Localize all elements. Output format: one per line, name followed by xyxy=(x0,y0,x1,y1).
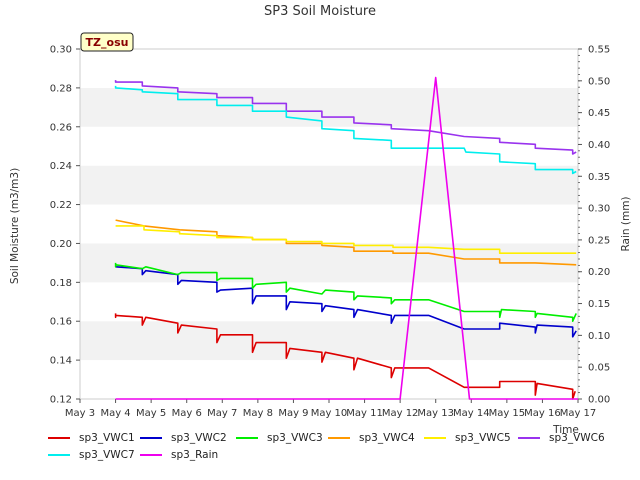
x-tick-label: May 17 xyxy=(560,408,597,419)
y2-tick-label: 0.10 xyxy=(588,331,610,342)
legend-item-sp3-vwc7: sp3_VWC7 xyxy=(48,449,135,461)
legend-item-sp3-vwc6: sp3_VWC6 xyxy=(518,432,605,444)
y-tick-label: 0.12 xyxy=(50,395,72,406)
station-badge-label: TZ_osu xyxy=(86,36,129,49)
x-tick-label: May 8 xyxy=(243,408,273,419)
legend-label: sp3_VWC5 xyxy=(455,432,511,444)
y-axis-label: Soil Moisture (m3/m3) xyxy=(9,168,21,284)
x-tick-label: May 9 xyxy=(278,408,308,419)
y-tick-label: 0.26 xyxy=(50,122,72,133)
legend-swatch xyxy=(140,437,162,439)
series-line-sp3-vwc5 xyxy=(115,225,577,254)
y2-tick-label: 0.35 xyxy=(588,172,610,183)
y-tick-label: 0.16 xyxy=(50,317,72,328)
y-tick-label: 0.20 xyxy=(50,239,72,250)
legend-label: sp3_VWC4 xyxy=(359,432,415,444)
legend-swatch xyxy=(236,437,258,439)
y2-axis-label: Rain (mm) xyxy=(620,196,632,251)
y2-axis-ticks: 0.00 0.05 0.10 0.15 0.20 0.25 0.30 0.35 0.40 0.45… xyxy=(578,45,610,406)
series-line-sp3-vwc3 xyxy=(114,262,577,323)
x-axis-ticks: May 3 May 4 May 5 May 6 May 7 May 8 May 9 May 1… xyxy=(65,399,596,419)
legend-item-sp3-vwc1: sp3_VWC1 xyxy=(48,432,135,444)
x-tick-label: May 3 xyxy=(65,408,95,419)
y2-tick-label: 0.50 xyxy=(588,76,610,87)
series-line-sp3-vwc2 xyxy=(115,266,577,338)
y2-tick-label: 0.15 xyxy=(588,299,610,310)
legend-swatch xyxy=(48,437,70,439)
legend-swatch xyxy=(48,454,70,456)
grid-bands xyxy=(80,49,578,399)
series-line-sp3-rain xyxy=(115,76,578,400)
grid-band xyxy=(80,126,578,166)
legend-swatch xyxy=(328,437,350,439)
y2-tick-label: 0.45 xyxy=(588,108,610,119)
legend-label: sp3_VWC3 xyxy=(267,432,323,444)
grid-band xyxy=(80,165,578,205)
series-lines xyxy=(114,76,578,400)
legend-item-sp3-vwc4: sp3_VWC4 xyxy=(328,432,415,444)
series-line-sp3-vwc1 xyxy=(114,313,576,400)
y2-tick-label: 0.55 xyxy=(588,45,610,56)
x-tick-label: May 7 xyxy=(207,408,237,419)
station-badge: TZ_osu xyxy=(80,32,134,52)
y2-tick-label: 0.20 xyxy=(588,267,610,278)
legend-label: sp3_VWC1 xyxy=(79,432,135,444)
y-tick-label: 0.14 xyxy=(50,356,72,367)
x-axis-label: Time xyxy=(552,424,579,436)
legend-item-sp3-vwc5: sp3_VWC5 xyxy=(424,432,511,444)
grid-band xyxy=(80,204,578,244)
grid-band xyxy=(80,321,578,361)
x-tick-label: May 10 xyxy=(311,408,348,419)
chart-title: SP3 Soil Moisture xyxy=(264,4,376,19)
y-axis-ticks: 0.12 0.14 0.16 0.18 0.20 0.22 0.24 0.26 0.28 0.30 xyxy=(50,45,80,406)
y2-tick-label: 0.30 xyxy=(588,204,610,215)
legend-label: sp3_VWC7 xyxy=(79,449,135,461)
series-line-sp3-vwc4 xyxy=(115,219,577,266)
legend-item-sp3-rain: sp3_Rain xyxy=(140,449,218,461)
y-tick-label: 0.18 xyxy=(50,278,72,289)
y2-tick-label: 0.00 xyxy=(588,395,610,406)
x-tick-label: May 13 xyxy=(417,408,454,419)
x-tick-label: May 12 xyxy=(382,408,419,419)
series-line-sp3-vwc7 xyxy=(114,85,577,175)
y-tick-label: 0.22 xyxy=(50,200,72,211)
legend-swatch xyxy=(518,437,540,439)
legend-swatch xyxy=(140,454,162,456)
y-tick-label: 0.30 xyxy=(50,45,72,56)
y2-tick-label: 0.25 xyxy=(588,235,610,246)
y2-tick-label: 0.05 xyxy=(588,363,610,374)
x-tick-label: May 15 xyxy=(489,408,526,419)
legend-label: sp3_VWC6 xyxy=(549,432,605,444)
x-tick-label: May 5 xyxy=(136,408,166,419)
legend-label: sp3_VWC2 xyxy=(171,432,227,444)
legend-item-sp3-vwc3: sp3_VWC3 xyxy=(236,432,323,444)
x-tick-label: May 6 xyxy=(172,408,202,419)
y2-tick-label: 0.40 xyxy=(588,140,610,151)
legend-label: sp3_Rain xyxy=(171,449,219,461)
y-tick-label: 0.28 xyxy=(50,83,72,94)
grid-band xyxy=(80,87,578,127)
grid-band xyxy=(80,282,578,322)
grid-band xyxy=(80,360,578,399)
y-tick-label: 0.24 xyxy=(50,161,72,172)
x-tick-label: May 14 xyxy=(453,408,490,419)
series-line-sp3-vwc6 xyxy=(114,80,577,155)
x-tick-label: May 4 xyxy=(100,408,130,419)
x-tick-label: May 16 xyxy=(524,408,561,419)
grid-band xyxy=(80,49,578,88)
legend-item-sp3-vwc2: sp3_VWC2 xyxy=(140,432,227,444)
x-tick-label: May 11 xyxy=(346,408,383,419)
legend: sp3_VWC1 sp3_VWC2 sp3_VWC3 sp3_VWC4 sp3_VWC5… xyxy=(0,432,640,472)
legend-swatch xyxy=(424,437,446,439)
